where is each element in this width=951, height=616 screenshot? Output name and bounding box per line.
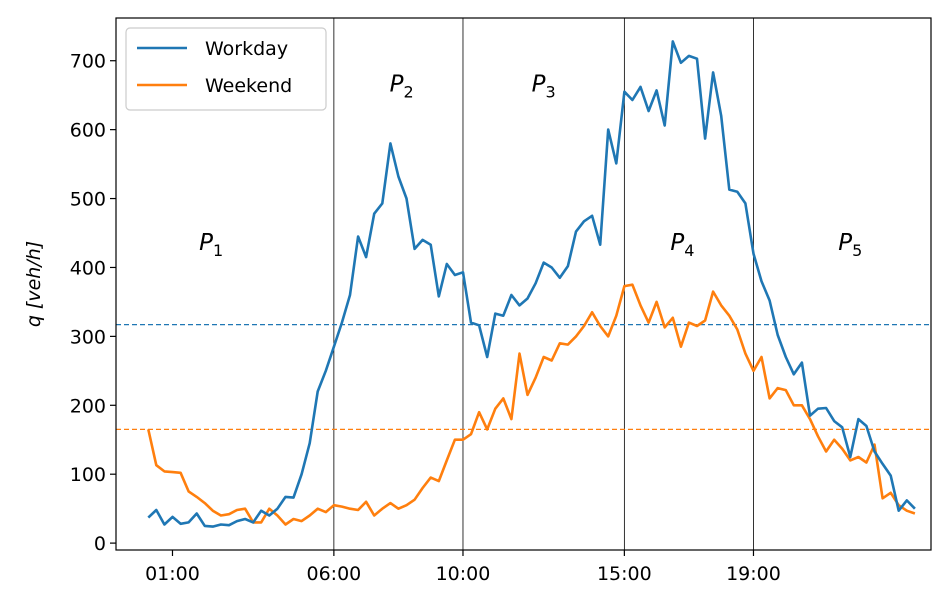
period-label: P4 [670, 230, 694, 260]
x-tick-label: 19:00 [726, 563, 781, 585]
y-axis-label: q [veh/h] [23, 241, 45, 327]
y-tick-label: 100 [70, 464, 106, 486]
series-line-weekend [147, 283, 916, 526]
period-labels: P1 P2 P3 P4 P5 [199, 72, 862, 260]
legend: Workday Weekend [125, 27, 327, 111]
legend-label-workday: Workday [205, 38, 288, 60]
y-tick-label: 200 [70, 395, 106, 417]
y-tick-label: 400 [70, 257, 106, 279]
y-tick-label: 500 [70, 189, 106, 211]
x-tick-label: 06:00 [306, 563, 361, 585]
period-label: P3 [532, 72, 556, 102]
plot-frame [115, 17, 932, 551]
y-axis-ticks: 0 100 200 300 400 500 600 700 [70, 51, 116, 555]
y-tick-label: 700 [70, 51, 106, 73]
x-tick-label: 10:00 [436, 563, 491, 585]
series-lines [147, 40, 916, 528]
series-line-workday [147, 40, 916, 528]
x-axis-ticks: 01:00 06:00 10:00 15:00 19:00 [145, 550, 781, 585]
x-tick-label: 15:00 [597, 563, 652, 585]
period-boundaries [333, 18, 754, 550]
period-label: P2 [390, 72, 414, 102]
y-tick-label: 300 [70, 326, 106, 348]
period-label: P1 [199, 230, 223, 260]
period-label: P5 [838, 230, 862, 260]
x-tick-label: 01:00 [145, 563, 200, 585]
y-tick-label: 600 [70, 120, 106, 142]
legend-label-weekend: Weekend [205, 75, 292, 97]
y-tick-label: 0 [94, 533, 106, 555]
